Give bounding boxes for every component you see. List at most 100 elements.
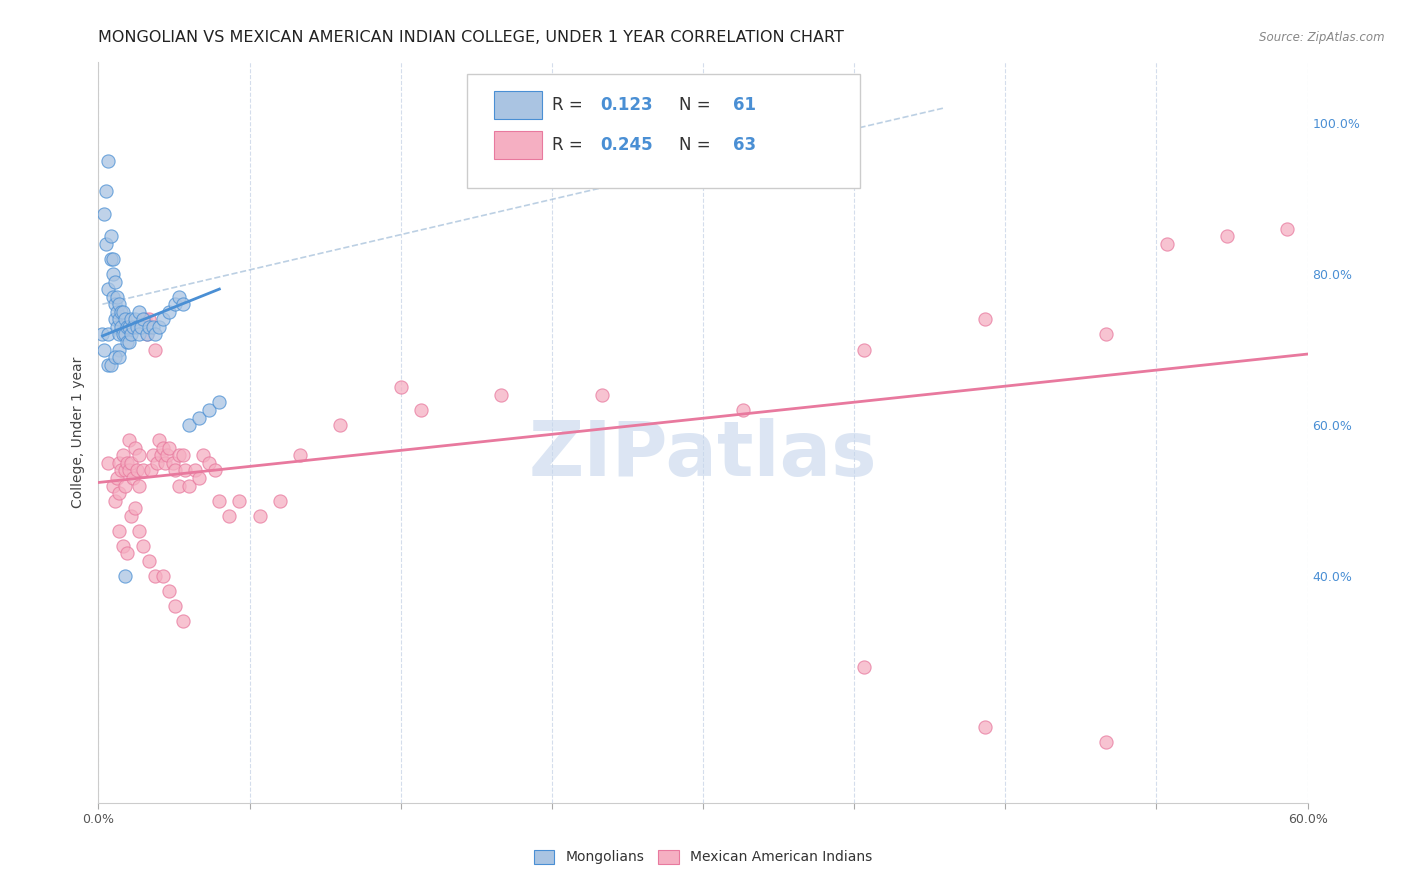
Point xyxy=(97,358,120,372)
Point xyxy=(152,569,174,583)
Point xyxy=(157,441,180,455)
Point xyxy=(143,343,166,357)
Point xyxy=(118,433,141,447)
Point xyxy=(1216,229,1239,244)
Point xyxy=(111,327,134,342)
Point xyxy=(114,312,136,326)
Point xyxy=(121,319,143,334)
Point xyxy=(124,441,146,455)
Point xyxy=(107,297,129,311)
Point xyxy=(115,334,138,349)
Point xyxy=(110,319,132,334)
Point xyxy=(115,456,138,470)
Point xyxy=(107,312,129,326)
Point xyxy=(174,463,197,477)
Point xyxy=(179,418,201,433)
Point xyxy=(100,252,122,266)
Point xyxy=(105,304,128,318)
Point xyxy=(249,508,271,523)
Point xyxy=(101,478,124,492)
Point xyxy=(733,403,755,417)
Point xyxy=(193,448,215,462)
Point xyxy=(148,319,170,334)
Text: R =: R = xyxy=(551,136,588,154)
Point xyxy=(125,319,148,334)
Point xyxy=(853,343,876,357)
Point xyxy=(167,290,190,304)
Legend: Mongolians, Mexican American Indians: Mongolians, Mexican American Indians xyxy=(529,844,877,870)
Point xyxy=(329,418,352,433)
Point xyxy=(120,456,142,470)
Text: 0.123: 0.123 xyxy=(600,96,652,114)
Point xyxy=(115,547,138,561)
Point xyxy=(107,350,129,364)
Point xyxy=(97,282,120,296)
Point xyxy=(142,448,165,462)
Point xyxy=(132,539,155,553)
Point xyxy=(107,486,129,500)
Point xyxy=(138,319,160,334)
Point xyxy=(100,229,122,244)
Point xyxy=(853,660,876,674)
Point xyxy=(97,327,120,342)
Point xyxy=(172,448,194,462)
Point xyxy=(974,312,997,326)
Point xyxy=(128,448,150,462)
Point xyxy=(111,304,134,318)
Point xyxy=(269,493,291,508)
Point xyxy=(188,471,211,485)
Point xyxy=(135,327,157,342)
Point xyxy=(163,297,186,311)
Point xyxy=(101,290,124,304)
Text: Source: ZipAtlas.com: Source: ZipAtlas.com xyxy=(1260,31,1385,45)
Text: 61: 61 xyxy=(734,96,756,114)
Point xyxy=(103,312,125,326)
Point xyxy=(172,297,194,311)
Point xyxy=(208,493,231,508)
Point xyxy=(101,267,124,281)
Point xyxy=(591,388,613,402)
Point xyxy=(228,493,250,508)
Point xyxy=(114,327,136,342)
Point xyxy=(121,471,143,485)
Point xyxy=(132,463,155,477)
Text: N =: N = xyxy=(679,136,716,154)
Point xyxy=(163,463,186,477)
Point xyxy=(198,456,221,470)
Point xyxy=(146,456,169,470)
Point xyxy=(204,463,226,477)
Point xyxy=(1095,735,1118,749)
Point xyxy=(188,410,211,425)
Point xyxy=(103,275,125,289)
Point xyxy=(103,493,125,508)
Text: 63: 63 xyxy=(734,136,756,154)
Point xyxy=(128,304,150,318)
Point xyxy=(125,463,148,477)
Point xyxy=(167,448,190,462)
Point xyxy=(124,312,146,326)
Point xyxy=(118,334,141,349)
Point xyxy=(163,599,186,614)
Point xyxy=(208,395,231,409)
Point xyxy=(491,388,513,402)
Text: ZIPatlas: ZIPatlas xyxy=(529,417,877,491)
Point xyxy=(152,312,174,326)
Point xyxy=(172,615,194,629)
Point xyxy=(184,463,207,477)
Point xyxy=(97,153,120,168)
Point xyxy=(138,554,160,568)
Point xyxy=(974,720,997,734)
Point xyxy=(111,448,134,462)
Point xyxy=(93,206,115,220)
Point xyxy=(103,297,125,311)
Point xyxy=(111,539,134,553)
Point xyxy=(115,319,138,334)
Point xyxy=(153,456,176,470)
Point xyxy=(179,478,201,492)
Text: MONGOLIAN VS MEXICAN AMERICAN INDIAN COLLEGE, UNDER 1 YEAR CORRELATION CHART: MONGOLIAN VS MEXICAN AMERICAN INDIAN COL… xyxy=(98,29,844,45)
Point xyxy=(100,358,122,372)
Point xyxy=(96,236,118,251)
Point xyxy=(143,327,166,342)
Point xyxy=(389,380,412,394)
Point xyxy=(110,463,132,477)
